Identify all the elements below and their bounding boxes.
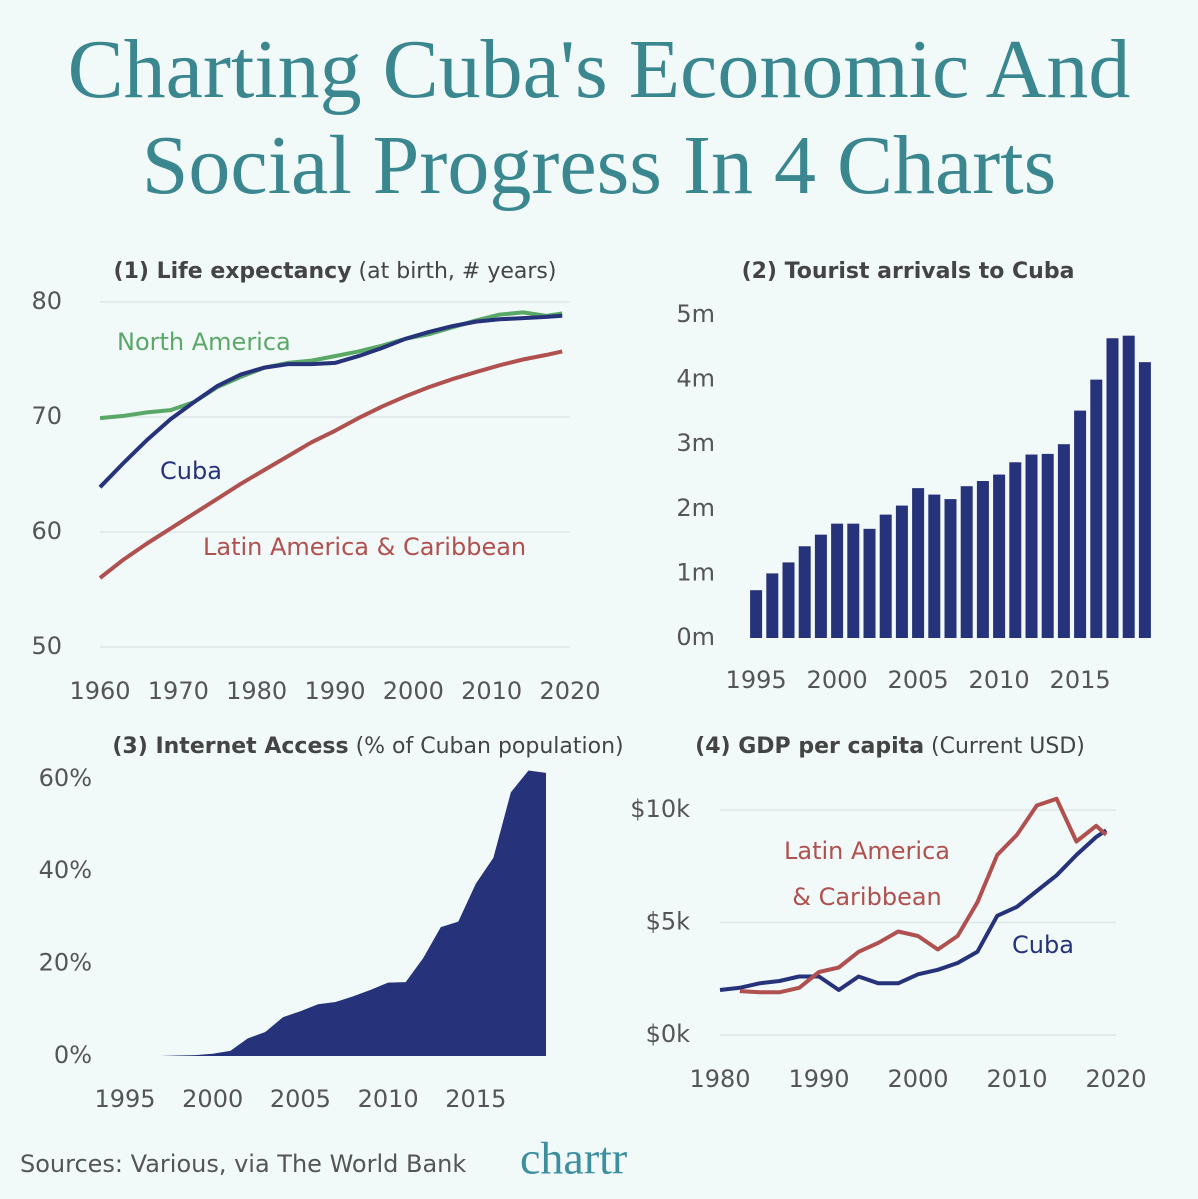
y-tick-label: 5m <box>676 300 715 328</box>
y-tick-label: 60% <box>39 764 92 792</box>
bar <box>766 573 779 638</box>
x-tick-label: 2020 <box>1085 1065 1146 1093</box>
series-label: Latin America & Caribbean <box>203 533 526 561</box>
bar <box>993 474 1006 638</box>
y-tick-label: $5k <box>646 908 691 936</box>
series-line <box>739 796 1108 995</box>
bar <box>814 534 827 638</box>
x-tick-label: 1960 <box>69 677 130 705</box>
x-tick-label: 2020 <box>539 677 600 705</box>
bar <box>1074 410 1087 638</box>
bar <box>750 590 763 638</box>
page-title: Charting Cuba's Economic And Social Prog… <box>67 23 1131 212</box>
bar <box>1009 462 1022 638</box>
y-tick-label: 1m <box>676 558 715 586</box>
y-tick-label: 4m <box>676 365 715 393</box>
area <box>125 770 546 1056</box>
y-tick-label: $10k <box>630 795 690 823</box>
x-tick-label: 2010 <box>461 677 522 705</box>
y-tick-label: 20% <box>39 949 92 977</box>
bar <box>847 523 860 638</box>
x-tick-label: 2010 <box>969 666 1030 694</box>
bar <box>1106 338 1119 638</box>
x-tick-label: 1990 <box>788 1065 849 1093</box>
chart-title: (2) Tourist arrivals to Cuba <box>742 259 1075 284</box>
bar <box>1057 444 1070 638</box>
y-tick-label: 0% <box>54 1041 92 1069</box>
chart-title-main: (1) Life expectancy <box>114 259 352 284</box>
y-tick-label: 0m <box>676 623 715 651</box>
bar <box>1041 453 1054 638</box>
chart-subtitle: (% of Cuban population) <box>356 734 624 759</box>
bar <box>798 546 811 638</box>
bar <box>1090 379 1103 638</box>
y-tick-label: $0k <box>646 1020 691 1048</box>
bar <box>831 523 844 638</box>
x-tick-label: 1995 <box>726 666 787 694</box>
x-tick-label: 2005 <box>888 666 949 694</box>
bar <box>863 528 876 638</box>
x-tick-label: 2010 <box>358 1085 419 1113</box>
series-label: North America <box>117 328 291 356</box>
x-tick-label: 1980 <box>689 1065 750 1093</box>
y-tick-label: 70 <box>31 402 62 430</box>
series-line <box>98 313 563 489</box>
x-tick-label: 2010 <box>986 1065 1047 1093</box>
bar <box>976 481 989 638</box>
x-tick-label: 1990 <box>304 677 365 705</box>
y-tick-label: 2m <box>676 494 715 522</box>
x-tick-label: 1995 <box>94 1085 155 1113</box>
y-tick-label: 60 <box>31 517 62 545</box>
x-tick-label: 2000 <box>887 1065 948 1093</box>
series-label: Cuba <box>160 457 222 485</box>
chart-subtitle: (at birth, # years) <box>359 259 557 284</box>
x-tick-label: 2000 <box>182 1085 243 1113</box>
source-note: Sources: Various, via The World Bank <box>20 1150 466 1178</box>
bar <box>928 494 941 638</box>
series-line <box>98 349 563 580</box>
x-tick-label: 2000 <box>807 666 868 694</box>
y-tick-label: 50 <box>31 632 62 660</box>
x-tick-label: 2015 <box>1050 666 1111 694</box>
bar <box>895 505 908 638</box>
x-tick-label: 2015 <box>445 1085 506 1113</box>
series-line <box>99 310 563 421</box>
series-label: Cuba <box>1012 931 1074 959</box>
logo: chartr <box>520 1133 627 1184</box>
x-tick-label: 2005 <box>270 1085 331 1113</box>
bar <box>944 499 957 638</box>
x-tick-label: 1980 <box>226 677 287 705</box>
bar <box>879 514 892 638</box>
bar <box>912 488 925 638</box>
y-tick-label: 3m <box>676 429 715 457</box>
chart-title-main: (4) GDP per capita <box>695 734 924 759</box>
series-line <box>719 828 1108 992</box>
y-tick-label: 80 <box>31 287 62 315</box>
series-label: Latin America & Caribbean <box>784 837 950 911</box>
chart-title-main: (3) Internet Access <box>112 734 348 759</box>
bar <box>1138 362 1151 638</box>
bar <box>1122 335 1135 638</box>
bar <box>1025 454 1038 638</box>
bar <box>960 486 973 638</box>
chart-title-main: (2) Tourist arrivals to Cuba <box>742 259 1075 284</box>
x-tick-label: 1970 <box>148 677 209 705</box>
x-tick-label: 2000 <box>383 677 444 705</box>
chart-subtitle: (Current USD) <box>931 734 1085 759</box>
chart-title: (4) GDP per capita (Current USD) <box>695 734 1085 759</box>
y-tick-label: 40% <box>39 856 92 884</box>
bar <box>782 562 795 638</box>
chart-title: (1) Life expectancy (at birth, # years) <box>114 259 557 284</box>
chart-title: (3) Internet Access (% of Cuban populati… <box>112 734 623 759</box>
